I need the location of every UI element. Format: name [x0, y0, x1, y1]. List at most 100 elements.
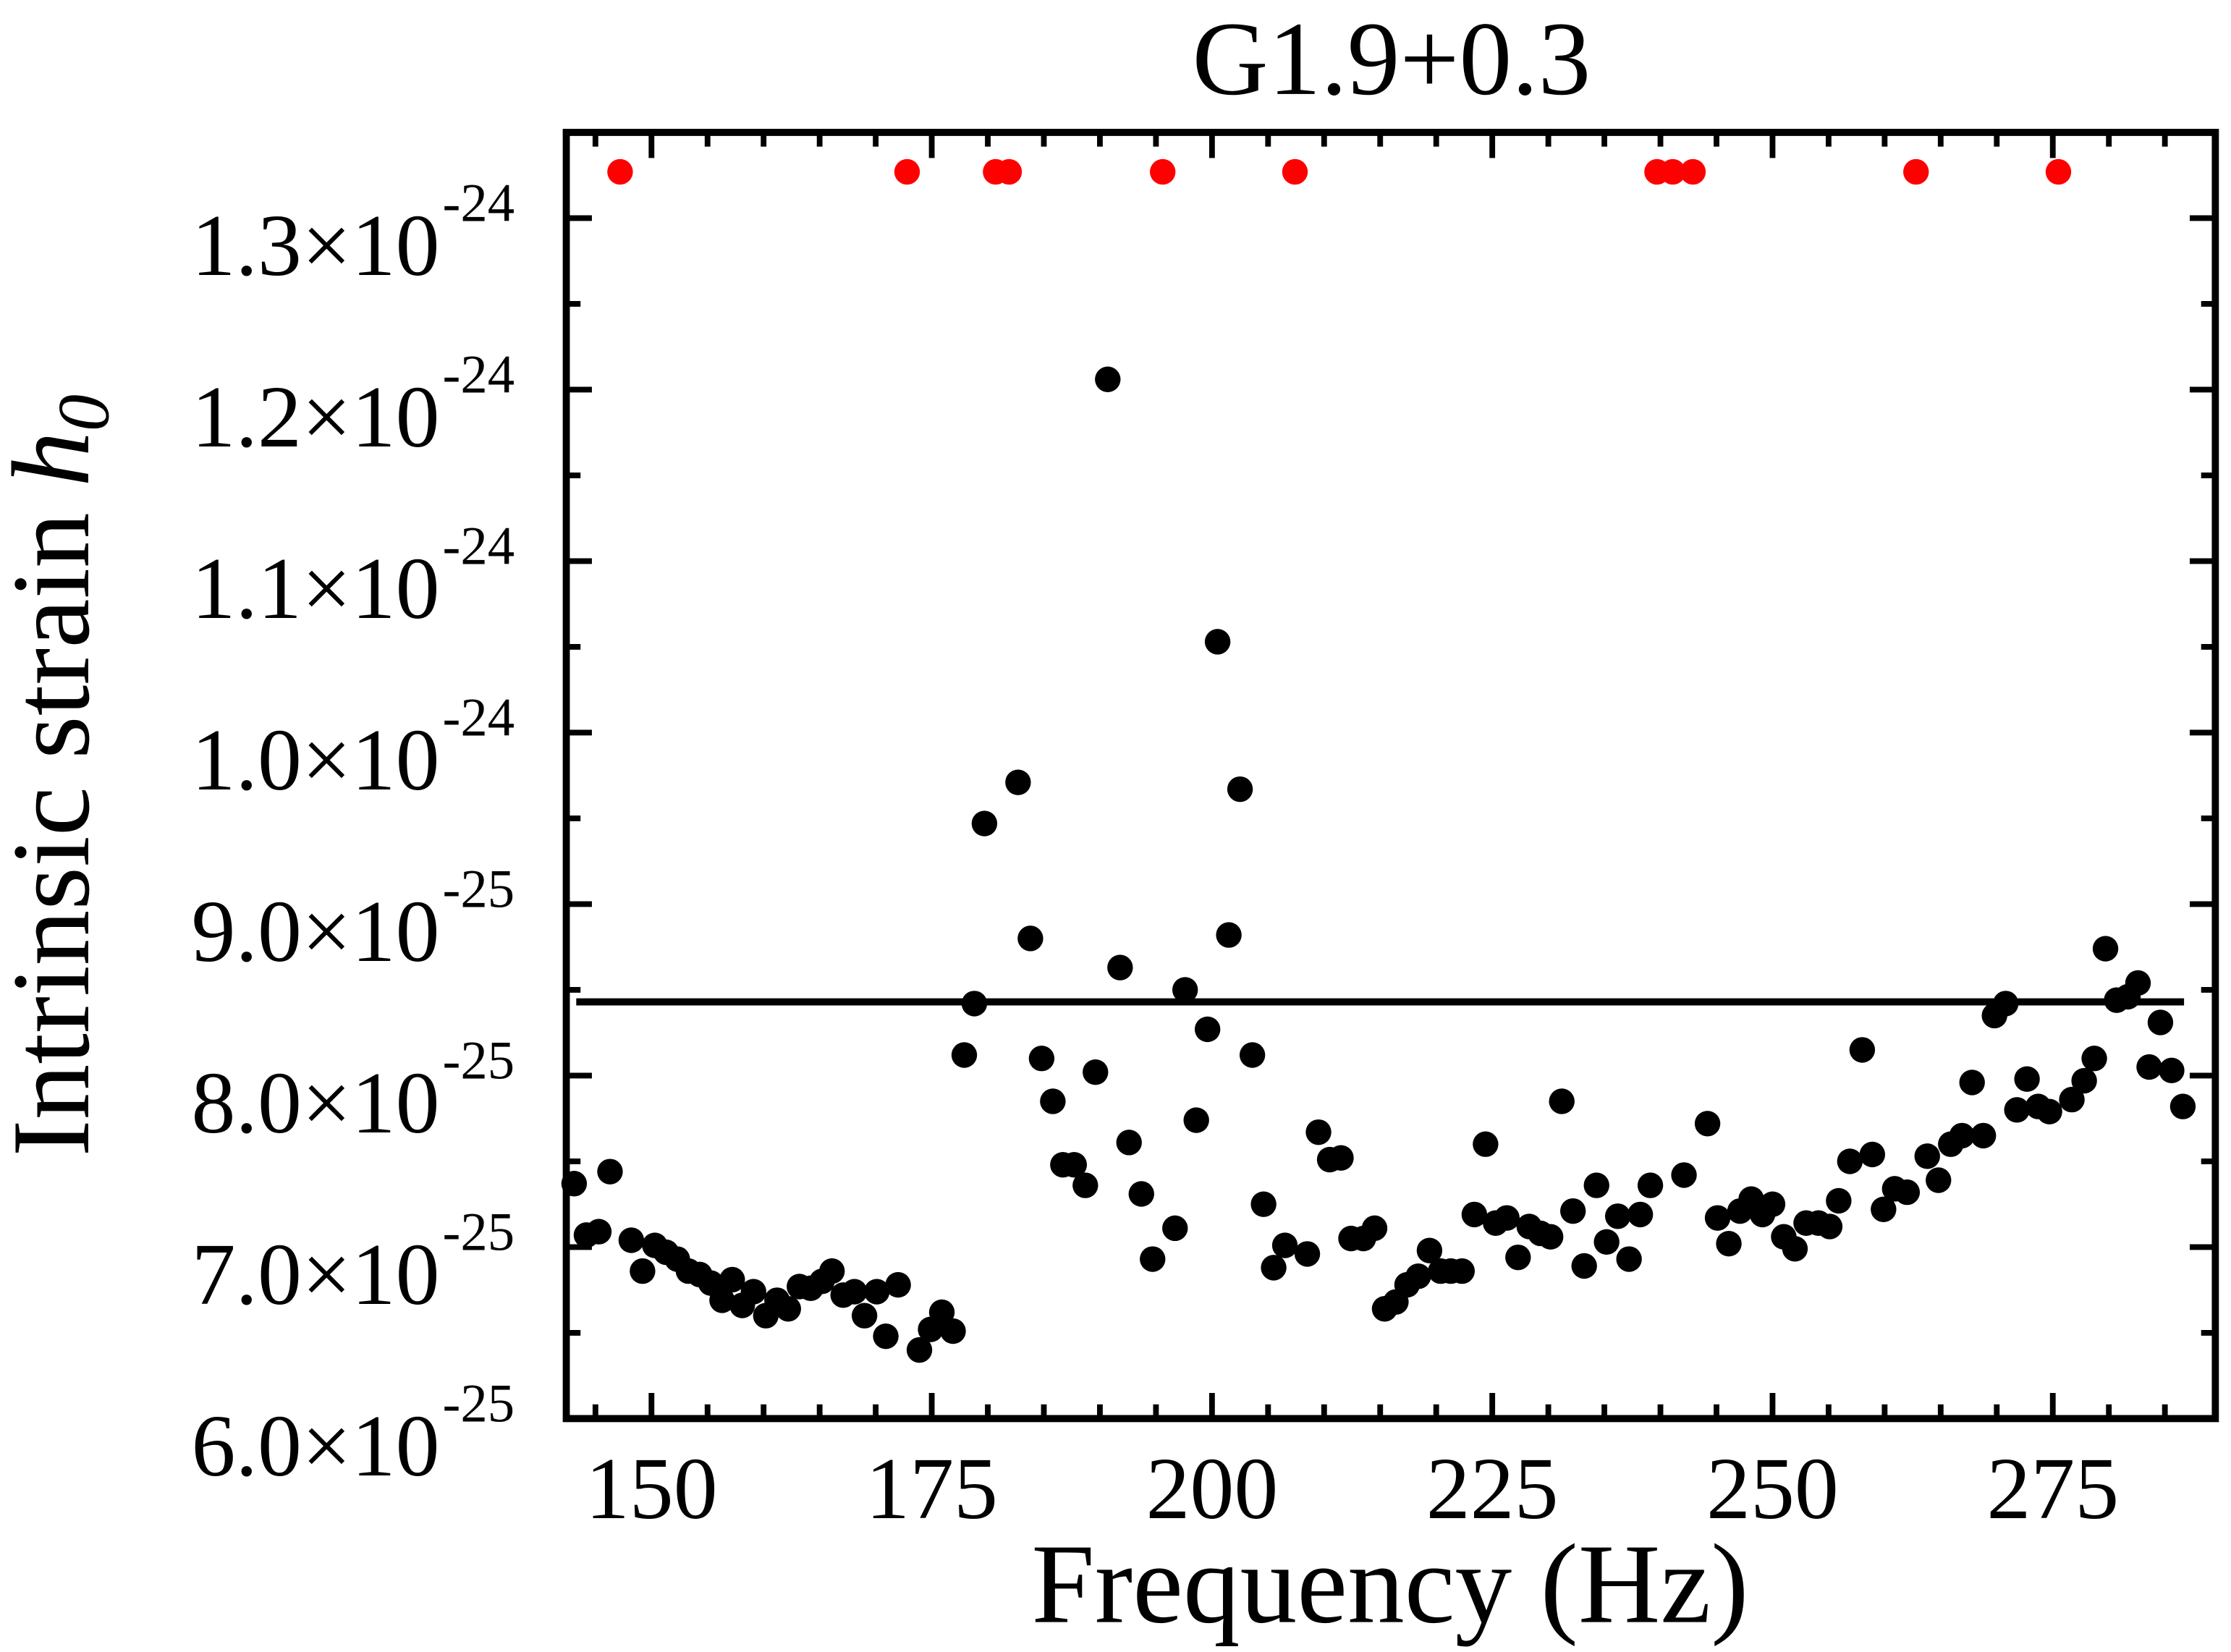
y-tick-label: 8.0×10: [192, 1054, 440, 1152]
data-point: [1949, 1122, 1975, 1149]
y-tick-label: 6.0×10: [192, 1397, 440, 1495]
data-point: [1571, 1253, 1597, 1279]
x-axis-label: Frequency (Hz): [1031, 1522, 1748, 1648]
data-point: [1405, 1263, 1431, 1289]
data-point: [1680, 158, 1706, 185]
y-axis-label-subscript: 0: [43, 394, 124, 431]
y-tick-exponent: -25: [442, 1373, 515, 1433]
data-point: [2081, 1046, 2107, 1072]
chart-title: G1.9+0.3: [1193, 1, 1591, 117]
data-point: [1505, 1244, 1531, 1271]
data-point: [885, 1271, 911, 1298]
data-point: [1671, 1162, 1697, 1188]
data-point: [1473, 1131, 1499, 1157]
x-tick-label: 250: [1706, 1440, 1839, 1538]
data-point: [1328, 1145, 1354, 1171]
data-point: [1294, 1241, 1321, 1267]
data-point: [1449, 1258, 1476, 1284]
data-point: [1583, 1172, 1609, 1198]
y-axis-label-symbol: h: [0, 431, 113, 487]
data-point: [996, 158, 1023, 185]
data-point: [1083, 1059, 1109, 1085]
data-point: [1250, 1191, 1277, 1217]
y-tick-label: 1.0×10: [192, 711, 440, 809]
data-point: [1849, 1037, 1876, 1063]
data-point: [2004, 1097, 2030, 1123]
y-tick-label: 1.2×10: [192, 368, 440, 466]
data-point: [740, 1279, 766, 1305]
data-point: [775, 1296, 801, 1322]
x-tick-label: 200: [1146, 1440, 1278, 1538]
data-point: [597, 1158, 623, 1185]
data-point: [1271, 1232, 1298, 1258]
data-point: [1816, 1213, 1843, 1240]
y-tick-exponent: -24: [442, 173, 515, 233]
data-point: [1604, 1203, 1631, 1229]
data-point: [618, 1227, 645, 1253]
data-point: [1140, 1246, 1166, 1272]
data-point: [1560, 1198, 1586, 1224]
data-point: [1116, 1130, 1142, 1156]
data-point: [709, 1287, 735, 1313]
data-point: [1593, 1229, 1620, 1255]
y-tick-exponent: -25: [442, 859, 515, 919]
data-point: [2036, 1098, 2062, 1124]
data-point: [1694, 1111, 1721, 1137]
data-point: [1903, 158, 1929, 185]
data-point: [851, 1302, 878, 1329]
data-point: [1095, 366, 1121, 392]
data-point: [1704, 1205, 1731, 1231]
x-tick-label: 275: [1986, 1440, 2119, 1538]
data-point: [1150, 158, 1176, 185]
data-point: [1959, 1069, 1985, 1096]
data-point: [1992, 991, 2019, 1017]
data-point: [719, 1266, 745, 1293]
data-point: [2136, 1054, 2162, 1080]
data-point: [1782, 1236, 1808, 1262]
data-point: [1017, 925, 1043, 952]
data-point: [1759, 1191, 1786, 1217]
data-point: [841, 1279, 868, 1305]
data-point: [607, 158, 633, 185]
data-point: [1261, 1255, 1287, 1281]
data-point: [2159, 1057, 2185, 1084]
data-point: [1549, 1088, 1575, 1114]
data-point: [1107, 954, 1133, 980]
data-point: [1461, 1201, 1488, 1228]
data-point: [1194, 1016, 1221, 1043]
data-point: [585, 1219, 612, 1245]
data-point: [1826, 1187, 1852, 1214]
data-point: [2059, 1086, 2085, 1113]
data-point: [1040, 1088, 1066, 1114]
data-point: [1061, 1151, 1088, 1178]
data-point: [1162, 1215, 1188, 1242]
data-point: [906, 1337, 933, 1363]
data-point: [1239, 1042, 1266, 1068]
data-point: [1216, 922, 1242, 948]
y-tick-exponent: -25: [442, 1202, 515, 1262]
data-point: [1616, 1246, 1642, 1272]
data-point: [2071, 1067, 2097, 1094]
y-tick-exponent: -25: [442, 1030, 515, 1090]
x-tick-label: 225: [1426, 1440, 1559, 1538]
data-point: [894, 158, 920, 185]
data-point: [1494, 1205, 1520, 1231]
y-tick-label: 7.0×10: [192, 1226, 440, 1323]
data-point: [1637, 1172, 1664, 1198]
data-point: [1361, 1215, 1388, 1242]
data-point: [961, 991, 988, 1017]
data-point: [2014, 1066, 2040, 1092]
plot-frame: [562, 129, 2219, 1423]
data-point: [1282, 158, 1308, 185]
data-point: [1204, 629, 1231, 655]
data-point: [1028, 1046, 1055, 1072]
data-point: [2045, 158, 2072, 185]
data-point: [971, 810, 998, 836]
data-point: [863, 1279, 890, 1305]
data-point: [1871, 1196, 1897, 1222]
y-tick-label: 9.0×10: [192, 883, 440, 980]
data-point: [2092, 936, 2119, 962]
data-point: [2147, 1009, 2174, 1035]
data-point: [1227, 776, 1253, 802]
